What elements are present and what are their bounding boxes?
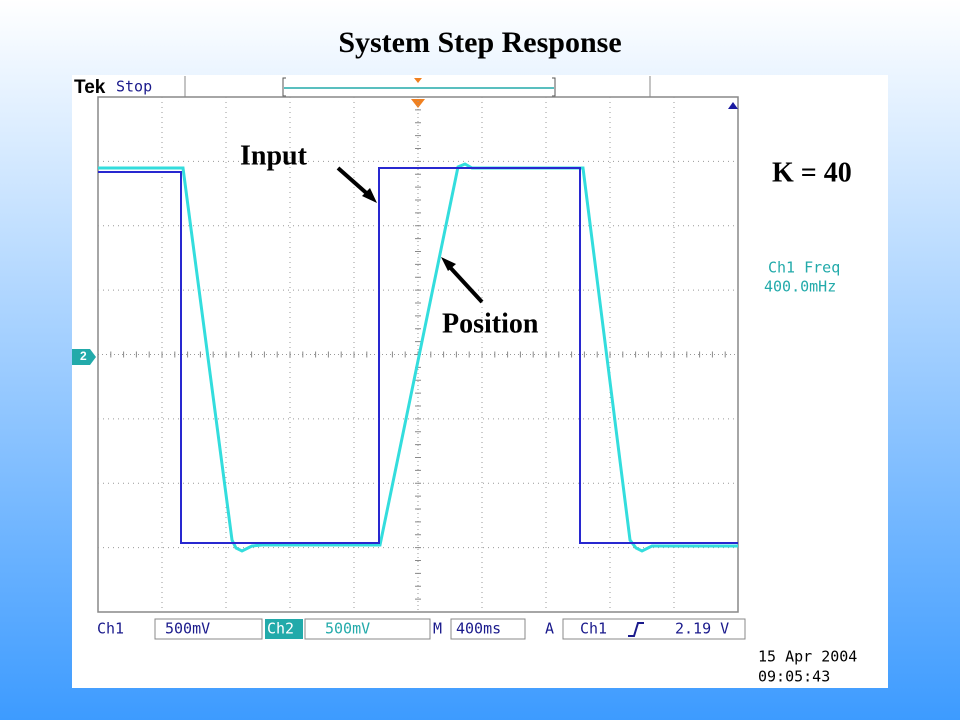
status: Stop [116, 78, 152, 96]
date: 15 Apr 2004 [758, 648, 857, 666]
brand: Tek [74, 77, 106, 98]
timebase: 400ms [456, 620, 501, 638]
slide-title: System Step Response [338, 26, 621, 59]
measurement-name: Ch1 Freq [768, 259, 840, 277]
input-label: Input [240, 140, 308, 171]
box [450, 618, 526, 640]
ch2-badge [265, 619, 303, 639]
measurement-value: 400.0mHz [764, 278, 836, 296]
trigger-source: Ch1 [580, 620, 607, 638]
trigger-slope [628, 622, 644, 637]
trigger-marker [411, 99, 425, 108]
input-arrowhead [362, 188, 377, 203]
trigger-level: 2.19 V [675, 620, 729, 638]
time: 09:05:43 [758, 668, 830, 686]
box [154, 618, 263, 640]
status-bar: Ch1 500mV Ch2 500mV M 400ms A Ch1 2.19 V [97, 618, 746, 640]
level-marker [728, 102, 738, 109]
scope-screen: Tek Stop 2 Input Position K = 40 Ch1 Fre… [72, 75, 888, 688]
record-bracket [282, 77, 556, 97]
position-label: Position [442, 308, 539, 339]
ch2-label: Ch2 [267, 620, 294, 638]
trigger-position [414, 78, 422, 83]
scope-background [72, 75, 888, 688]
box [562, 618, 746, 640]
position-arrow [445, 262, 484, 304]
a-label: A [545, 620, 554, 638]
gain-label: K = 40 [772, 157, 852, 188]
ch1-label: Ch1 [97, 620, 124, 638]
m-label: M [433, 620, 442, 638]
ch1-scale: 500mV [165, 620, 210, 638]
ch2-scale: 500mV [325, 620, 370, 638]
position-arrowhead [441, 257, 456, 271]
channel-marker: 2 [80, 349, 87, 363]
input-trace [98, 167, 738, 544]
channel-marker-badge [72, 349, 96, 365]
box [304, 618, 431, 640]
